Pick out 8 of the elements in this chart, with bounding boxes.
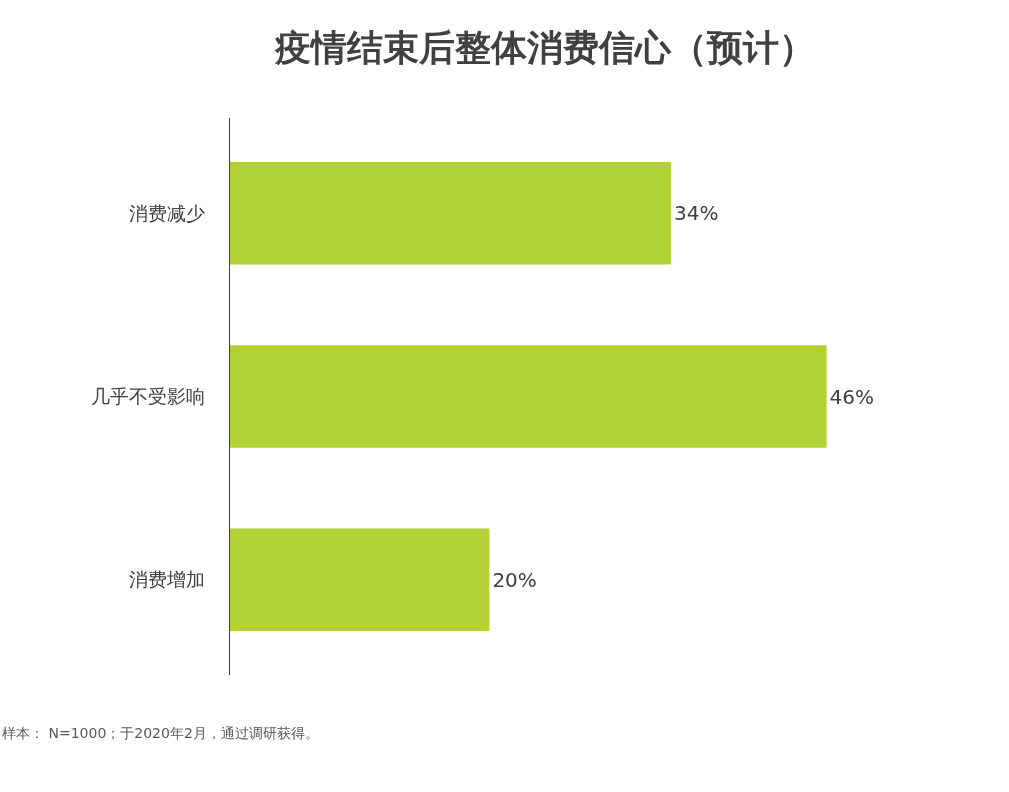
data-label: 46% [829,384,875,409]
text: 样本： N=1000；于2020年2月，通过调研获得。 [2,725,319,741]
data-label: 34% [673,201,719,226]
chart-title: 疫情结束后整体消费信心（预计） [273,27,815,69]
y-tick-label: 消费减少 [129,201,206,224]
y-tick-label: 几乎不受影响 [91,385,206,408]
y-tick-label: 消费增加 [129,568,206,591]
data-label: 20% [492,567,537,592]
